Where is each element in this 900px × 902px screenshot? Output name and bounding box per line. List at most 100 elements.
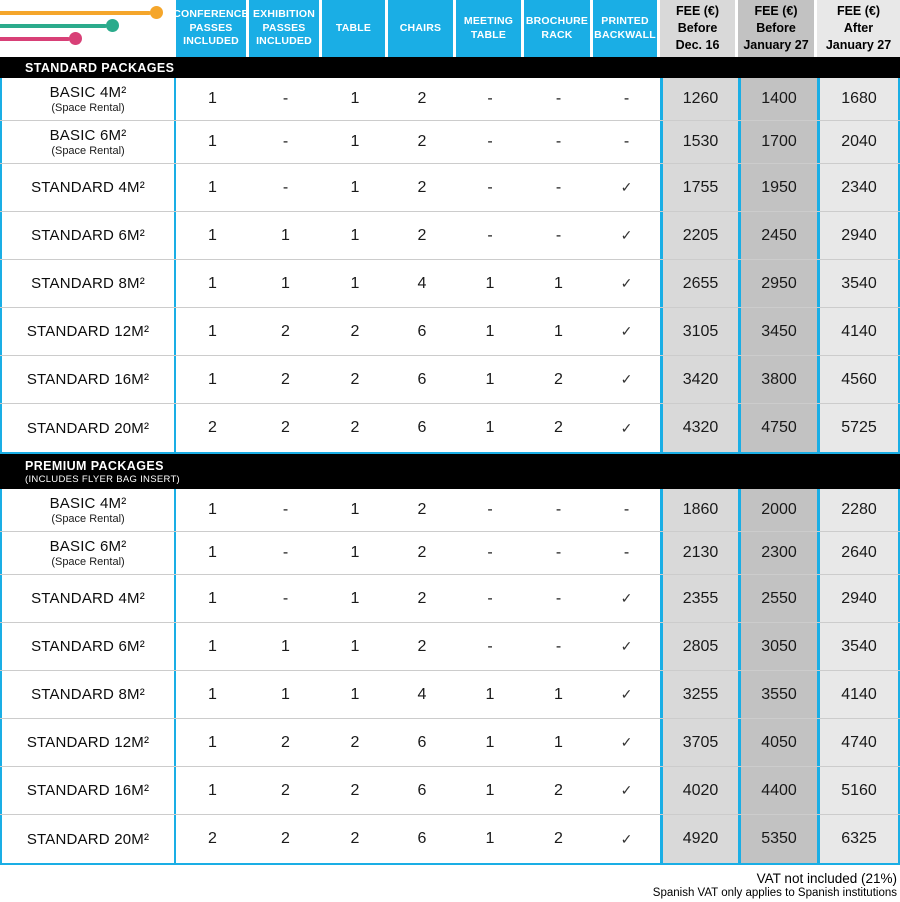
cell-meeting-table: -	[487, 90, 493, 107]
cell-brochure-rack: 2	[554, 419, 563, 436]
package-name: STANDARD 16M²	[26, 782, 150, 799]
cell-fee-before-jan27: 1400	[738, 78, 817, 120]
cell-chairs: 2	[417, 226, 427, 244]
package-name-cell: BASIC 6M² (Space Rental)	[0, 532, 176, 574]
cell-chairs: 4	[417, 685, 427, 703]
decor-line-pink-icon	[0, 37, 70, 41]
cell-meeting-table: -	[487, 544, 493, 561]
cell-fee-after-jan27: 4140	[817, 308, 900, 355]
package-name-cell: BASIC 6M² (Space Rental)	[0, 121, 176, 163]
cell-table: 2	[350, 322, 360, 340]
cell-meeting-table: -	[487, 589, 493, 607]
cell-conference-passes: 2	[208, 419, 217, 436]
table-row: STANDARD 20M² 2 2 2 6 1 2 ✓ 4320 4750 5725	[0, 404, 900, 452]
column-header-fee-before-dec16: FEE (€) Before Dec. 16	[660, 0, 738, 57]
table-row: STANDARD 12M² 1 2 2 6 1 1 ✓ 3705 4050 4740	[0, 719, 900, 767]
cell-fee-before-jan27: 4750	[738, 404, 817, 452]
cell-chairs: 2	[417, 178, 427, 196]
cell-meeting-table: -	[487, 637, 493, 655]
cell-fee-before-dec16: 2130	[660, 532, 738, 574]
cell-fee-before-dec16: 1260	[660, 78, 738, 120]
cell-fee-before-jan27: 2450	[738, 212, 817, 259]
table-row: BASIC 4M² (Space Rental) 1 - 1 2 - - - 1860 2000 22…	[0, 489, 900, 532]
decor-line-teal-icon	[0, 24, 107, 28]
cell-printed-backwall: ✓	[620, 590, 633, 606]
cell-table: 1	[350, 274, 360, 292]
cell-brochure-rack: -	[555, 133, 562, 150]
cell-printed-backwall: ✓	[620, 830, 633, 847]
cell-brochure-rack: 1	[554, 733, 563, 751]
vat-note-line2: Spanish VAT only applies to Spanish inst…	[652, 887, 897, 899]
package-name: STANDARD 4M²	[31, 179, 145, 196]
cell-chairs: 6	[417, 370, 427, 388]
cell-brochure-rack: -	[555, 501, 562, 518]
cell-exhibition-passes: 1	[281, 274, 290, 292]
cell-brochure-rack: -	[555, 178, 562, 196]
package-name-cell: STANDARD 16M²	[0, 356, 176, 403]
cell-fee-before-jan27: 4050	[738, 719, 817, 766]
cell-fee-before-dec16: 4920	[660, 815, 738, 863]
cell-brochure-rack: -	[555, 90, 562, 107]
cell-meeting-table: -	[487, 133, 493, 150]
column-header-table: TABLE	[322, 0, 388, 57]
cell-fee-before-dec16: 2655	[660, 260, 738, 307]
cell-conference-passes: 1	[208, 322, 217, 340]
table-row: STANDARD 6M² 1 1 1 2 - - ✓ 2805 3050 3540	[0, 623, 900, 671]
cell-chairs: 2	[417, 544, 427, 561]
package-name-cell: BASIC 4M² (Space Rental)	[0, 78, 176, 120]
cell-printed-backwall: -	[623, 544, 630, 561]
cell-chairs: 2	[417, 90, 427, 107]
package-name-cell: STANDARD 12M²	[0, 308, 176, 355]
cell-printed-backwall: ✓	[620, 734, 633, 750]
package-subtext: (Space Rental)	[51, 102, 125, 114]
cell-brochure-rack: 2	[554, 370, 563, 388]
section-title: PREMIUM PACKAGES	[25, 458, 164, 473]
table-row: STANDARD 20M² 2 2 2 6 1 2 ✓ 4920 5350 6325	[0, 815, 900, 863]
cell-table: 1	[350, 544, 360, 561]
column-header-fee-before-jan27: FEE (€) Before January 27	[738, 0, 817, 57]
column-header-meeting-table: MEETING TABLE	[456, 0, 524, 57]
cell-fee-before-jan27: 2950	[738, 260, 817, 307]
cell-fee-after-jan27: 2280	[817, 489, 900, 531]
cell-table: 1	[350, 501, 360, 518]
table-row: STANDARD 4M² 1 - 1 2 - - ✓ 2355 2550 2940	[0, 575, 900, 623]
cell-conference-passes: 1	[208, 733, 217, 751]
cell-meeting-table: -	[487, 501, 493, 518]
column-header-conference-passes: CONFERENCE PASSES INCLUDED	[173, 0, 249, 57]
cell-table: 1	[350, 637, 360, 655]
package-name-cell: STANDARD 20M²	[0, 404, 176, 452]
cell-exhibition-passes: 2	[281, 419, 290, 436]
cell-exhibition-passes: -	[282, 544, 289, 561]
cell-meeting-table: 1	[485, 830, 495, 847]
cell-fee-after-jan27: 6325	[817, 815, 900, 863]
cell-brochure-rack: 1	[554, 322, 563, 340]
package-name: STANDARD 8M²	[31, 686, 145, 703]
cell-exhibition-passes: 2	[281, 733, 290, 751]
cell-exhibition-passes: 2	[281, 830, 290, 847]
cell-conference-passes: 1	[208, 90, 217, 107]
cell-exhibition-passes: 1	[281, 685, 290, 703]
package-name: BASIC 4M²	[49, 495, 127, 512]
cell-chairs: 6	[417, 419, 427, 436]
cell-printed-backwall: -	[623, 133, 630, 150]
cell-table: 1	[350, 226, 360, 244]
cell-fee-before-dec16: 4320	[660, 404, 738, 452]
cell-printed-backwall: ✓	[620, 638, 633, 654]
cell-chairs: 2	[417, 133, 427, 150]
cell-printed-backwall: ✓	[620, 782, 633, 798]
cell-fee-before-dec16: 3255	[660, 671, 738, 718]
table-row: STANDARD 6M² 1 1 1 2 - - ✓ 2205 2450 2940	[0, 212, 900, 260]
package-name-cell: STANDARD 4M²	[0, 575, 176, 622]
cell-fee-before-dec16: 1860	[660, 489, 738, 531]
cell-fee-before-dec16: 2355	[660, 575, 738, 622]
cell-fee-before-jan27: 4400	[738, 767, 817, 814]
package-name: STANDARD 20M²	[26, 419, 150, 437]
package-name: STANDARD 20M²	[26, 830, 150, 848]
cell-fee-before-jan27: 1950	[738, 164, 817, 211]
package-name: BASIC 6M²	[49, 127, 127, 144]
cell-fee-before-jan27: 1700	[738, 121, 817, 163]
cell-meeting-table: 1	[485, 322, 495, 340]
cell-exhibition-passes: -	[282, 501, 289, 518]
cell-brochure-rack: 2	[554, 781, 563, 799]
decor-line-orange-icon	[0, 11, 151, 15]
